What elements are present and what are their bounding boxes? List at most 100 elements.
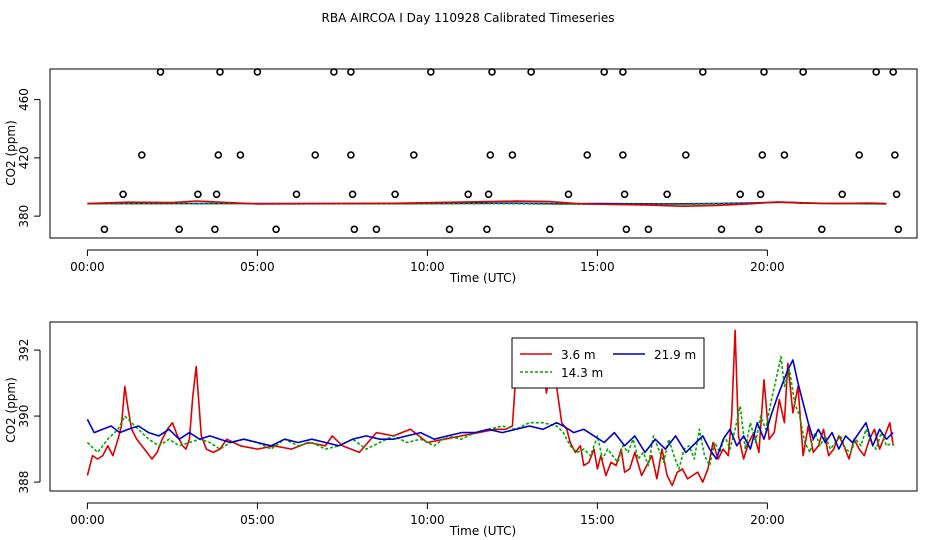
top-x-tick-label: 15:00 <box>580 260 615 274</box>
scatter-point <box>619 151 627 159</box>
top-x-tick-label: 00:00 <box>70 260 105 274</box>
bottom-plot-frame <box>49 321 918 492</box>
bottom-y-tick-label: 390 <box>17 405 31 428</box>
scatter-point <box>348 190 357 199</box>
scatter-point <box>508 151 517 159</box>
scatter-point <box>799 68 807 76</box>
bottom-x-axis-label: Time (UTC) <box>449 524 516 538</box>
scatter-point <box>681 151 690 159</box>
legend-label-21-9m: 21.9 m <box>654 348 696 362</box>
scatter-point <box>817 225 826 234</box>
top-x-tick-label: 20:00 <box>750 260 785 274</box>
bottom-y-tick-label: 388 <box>17 471 31 494</box>
bottom-x-tick-label: 20:00 <box>750 513 785 527</box>
scatter-point <box>755 225 763 234</box>
top-panel: 00:00 05:00 10:00 15:00 20:00 380 420 460 Time… <box>4 68 918 285</box>
scatter-point <box>855 151 864 159</box>
scatter-point <box>891 151 899 159</box>
scatter-point <box>445 225 454 234</box>
scatter-point <box>889 68 898 76</box>
top-y-axis-label: CO2 (ppm) <box>4 120 18 186</box>
bottom-series-lines <box>86 329 894 487</box>
top-x-tick-label: 10:00 <box>410 260 445 274</box>
top-x-tick-label: 05:00 <box>240 260 275 274</box>
legend-label-3-6m: 3.6 m <box>561 348 596 362</box>
scatter-point <box>391 190 399 199</box>
scatter-point <box>758 151 767 159</box>
scatter-point <box>138 151 146 159</box>
bottom-y-tick-label: 392 <box>17 339 31 362</box>
top-y-tick-label: 380 <box>17 205 31 228</box>
legend-label-14-3m: 14.3 m <box>561 366 603 380</box>
scatter-point <box>756 190 765 199</box>
scatter-point <box>892 190 901 199</box>
bottom-panel: 00:00 05:00 10:00 15:00 20:00 388 390 392 Time… <box>4 321 918 538</box>
scatter-point <box>644 225 653 234</box>
scatter-point <box>214 151 223 159</box>
scatter-point <box>583 151 592 159</box>
scatter-point <box>253 68 262 76</box>
scatter-point <box>619 68 627 76</box>
bottom-x-tick-label: 00:00 <box>70 513 105 527</box>
scatter-point <box>698 68 707 76</box>
top-plot-frame <box>49 68 918 239</box>
scatter-point <box>760 68 768 76</box>
scatter-point <box>564 190 573 199</box>
series-line-21-9-m <box>86 359 894 460</box>
scatter-point <box>330 68 338 76</box>
scatter-point <box>486 151 495 159</box>
top-y-tick-label: 460 <box>17 88 31 111</box>
scatter-point <box>311 151 320 159</box>
scatter-point <box>272 225 280 234</box>
scatter-point <box>527 68 535 76</box>
scatter-point <box>622 225 631 234</box>
scatter-point <box>488 68 496 76</box>
bottom-x-tick-label: 05:00 <box>240 513 275 527</box>
figure-title: RBA AIRCOA I Day 110928 Calibrated Times… <box>322 11 615 25</box>
scatter-point <box>663 190 671 199</box>
bottom-y-axis-label: CO2 (ppm) <box>4 377 18 443</box>
scatter-point <box>894 225 903 234</box>
scatter-point <box>100 225 109 234</box>
scatter-point <box>216 68 224 76</box>
scatter-point <box>620 190 629 199</box>
series-line-3-6-m <box>87 200 887 207</box>
scatter-point <box>347 68 355 76</box>
scatter-point <box>236 151 245 159</box>
bottom-y-axis: 388 390 392 <box>17 339 41 494</box>
scatter-point <box>838 190 847 199</box>
top-x-axis: 00:00 05:00 10:00 15:00 20:00 <box>70 249 785 274</box>
bottom-x-tick-label: 15:00 <box>580 513 615 527</box>
scatter-point <box>736 190 745 199</box>
scatter-point <box>426 68 435 76</box>
scatter-point <box>194 190 202 199</box>
scatter-point <box>372 225 381 234</box>
scatter-point <box>483 225 491 234</box>
scatter-point <box>175 225 183 234</box>
scatter-point <box>347 151 355 159</box>
scatter-point <box>600 68 609 76</box>
bottom-x-axis: 00:00 05:00 10:00 15:00 20:00 <box>70 502 785 527</box>
top-y-tick-label: 420 <box>17 146 31 169</box>
top-y-axis: 380 420 460 <box>17 88 41 228</box>
scatter-point <box>872 68 881 76</box>
scatter-point <box>292 190 301 199</box>
scatter-point <box>545 225 554 234</box>
scatter-point <box>484 190 493 199</box>
legend: 3.6 m 14.3 m 21.9 m <box>511 337 705 389</box>
top-x-axis-label: Time (UTC) <box>449 271 516 285</box>
scatter-point <box>212 190 221 199</box>
top-series-lines <box>87 200 887 207</box>
scatter-point <box>211 225 219 234</box>
bottom-x-tick-label: 10:00 <box>410 513 445 527</box>
top-scatter-points <box>100 68 903 234</box>
scatter-point <box>409 151 418 159</box>
scatter-point <box>350 225 359 234</box>
legend-box <box>511 337 705 389</box>
scatter-point <box>119 190 127 199</box>
scatter-point <box>717 225 726 234</box>
scatter-point <box>464 190 473 199</box>
scatter-point <box>780 151 789 159</box>
